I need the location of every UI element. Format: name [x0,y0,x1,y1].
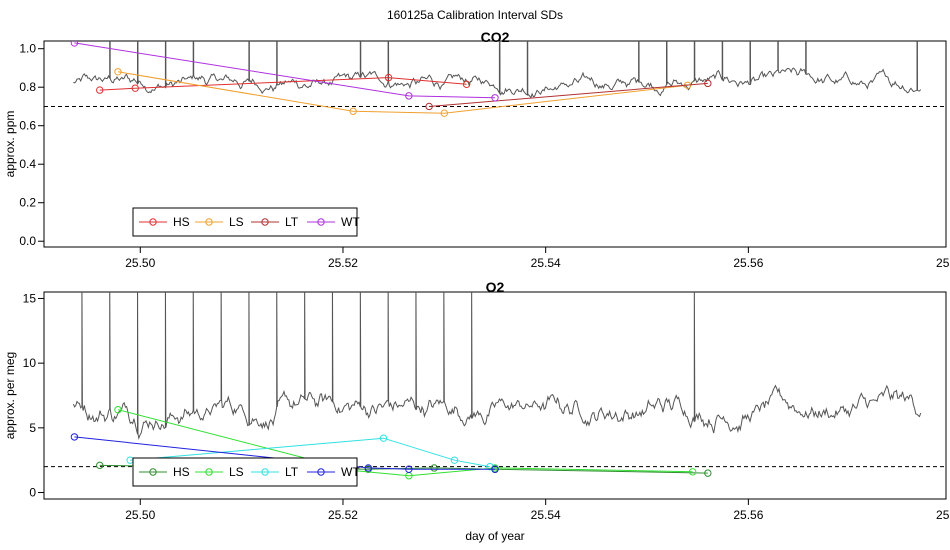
series-line [99,77,467,91]
series-point [96,461,104,470]
legend-swatch-point [205,218,213,226]
series-point [491,465,499,473]
raw-signal-trace [73,41,922,99]
legend-label: HS [173,215,190,229]
x-tick-label: 25.50 [125,256,155,270]
series-point [405,465,413,473]
series-point [704,469,712,477]
series-point [704,79,712,88]
legend-swatch-point [317,468,325,476]
x-tick-label: 25.50 [125,508,155,522]
series-line [117,409,693,477]
series-point [131,84,139,92]
legend-label: LS [229,215,244,229]
legend-swatch-point [261,468,269,476]
plot-frame [43,291,947,500]
y-tick-label: 5 [29,421,36,435]
y-axis-label: approx. ppm [3,111,17,178]
series-line [130,437,490,468]
o2-panel: O2 approx. per meg day of year 25.50 25.52 25… [3,279,950,543]
series-point [70,433,79,441]
x-axis-label: day of year [465,529,524,543]
series-point [364,464,373,472]
series-point [440,109,449,117]
series-point [405,92,413,100]
y-tick-label: 15 [23,291,37,305]
legend-label: LS [229,465,244,479]
series-point [491,94,499,102]
series-point [114,406,122,414]
series-point [450,456,459,464]
legend-label: WT [341,465,360,479]
series-line [74,42,496,99]
legend-label: HS [173,465,190,479]
series-point [70,41,79,47]
series-ls [114,68,692,117]
series-lt [126,434,494,471]
series-lt [425,79,712,111]
x-tick-label: 25.58 [936,508,950,522]
series-hs [96,73,471,94]
x-tick-label: 25.54 [531,256,561,270]
y-tick-label: 0.4 [19,157,36,171]
series-point [430,464,438,472]
x-tick-label: 25.58 [936,256,950,270]
legend-label: LT [285,465,299,479]
series-line [429,82,708,107]
page-title: 160125a Calibration Interval SDs [387,8,563,22]
x-tick-label: 25.56 [733,256,763,270]
legend: HS LS LT WT [132,457,360,487]
series-wt [70,41,499,102]
series-point [379,434,388,442]
series-point [114,68,122,76]
legend-swatch-point [261,218,269,226]
legend-swatch-point [149,218,157,226]
legend-swatch-point [149,468,157,476]
series-line [117,71,688,114]
y-tick-label: 10 [23,356,37,370]
series-point [425,102,433,111]
legend-label: WT [341,215,360,229]
legend-swatch-point [317,218,325,226]
series-point [688,468,697,476]
panel-title: O2 [486,279,505,295]
y-tick-label: 0.0 [19,234,36,248]
y-tick-label: 0.8 [19,80,36,94]
panel-title: CO2 [481,29,510,45]
series-point [384,73,393,82]
x-tick-label: 25.56 [733,508,763,522]
legend-swatch-point [205,468,213,476]
plot-body [44,41,946,117]
x-tick-label: 25.54 [531,508,561,522]
x-tick-label: 25.52 [328,256,358,270]
series-point [462,80,471,89]
series-line [74,436,495,470]
series-point [349,107,357,115]
legend-label: LT [285,215,299,229]
y-axis-label: approx. per meg [3,352,17,439]
plot-frame [43,40,947,248]
series-wt [70,433,499,473]
legend: HS LS LT WT [132,207,360,237]
co2-panel: CO2 approx. ppm 25.50 25.52 25.54 25.56 25.58 0… [3,29,950,270]
plot-body [44,292,946,480]
y-tick-label: 0.2 [19,196,36,210]
x-tick-label: 25.52 [328,508,358,522]
y-tick-label: 0.6 [19,119,36,133]
y-tick-label: 1.0 [19,42,36,56]
series-point [96,86,104,94]
y-tick-label: 0 [29,486,36,500]
raw-signal-trace [72,292,922,440]
